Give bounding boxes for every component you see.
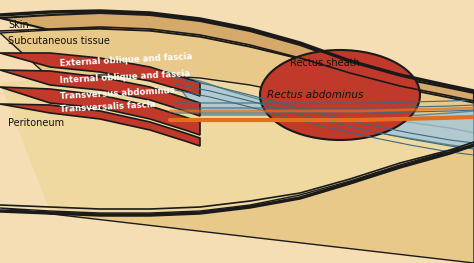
Text: Rectus sheath: Rectus sheath — [290, 58, 360, 68]
PathPatch shape — [0, 13, 474, 103]
Ellipse shape — [260, 50, 420, 140]
PathPatch shape — [0, 143, 474, 263]
Text: Skin: Skin — [8, 20, 29, 30]
Text: Subcutaneous tissue: Subcutaneous tissue — [8, 36, 110, 46]
PathPatch shape — [0, 75, 474, 213]
Text: Transversus abdominus: Transversus abdominus — [60, 85, 175, 100]
PathPatch shape — [0, 29, 474, 133]
Text: Rectus abdominus: Rectus abdominus — [267, 90, 363, 100]
Text: Peritoneum: Peritoneum — [8, 118, 64, 128]
Text: External oblique and fascia: External oblique and fascia — [60, 52, 193, 68]
PathPatch shape — [170, 75, 474, 148]
PathPatch shape — [0, 53, 200, 96]
PathPatch shape — [0, 87, 200, 135]
Text: Transversalis fascia: Transversalis fascia — [60, 100, 156, 114]
PathPatch shape — [0, 70, 200, 116]
PathPatch shape — [0, 104, 200, 146]
Text: Internal oblique and fascia: Internal oblique and fascia — [60, 69, 191, 85]
